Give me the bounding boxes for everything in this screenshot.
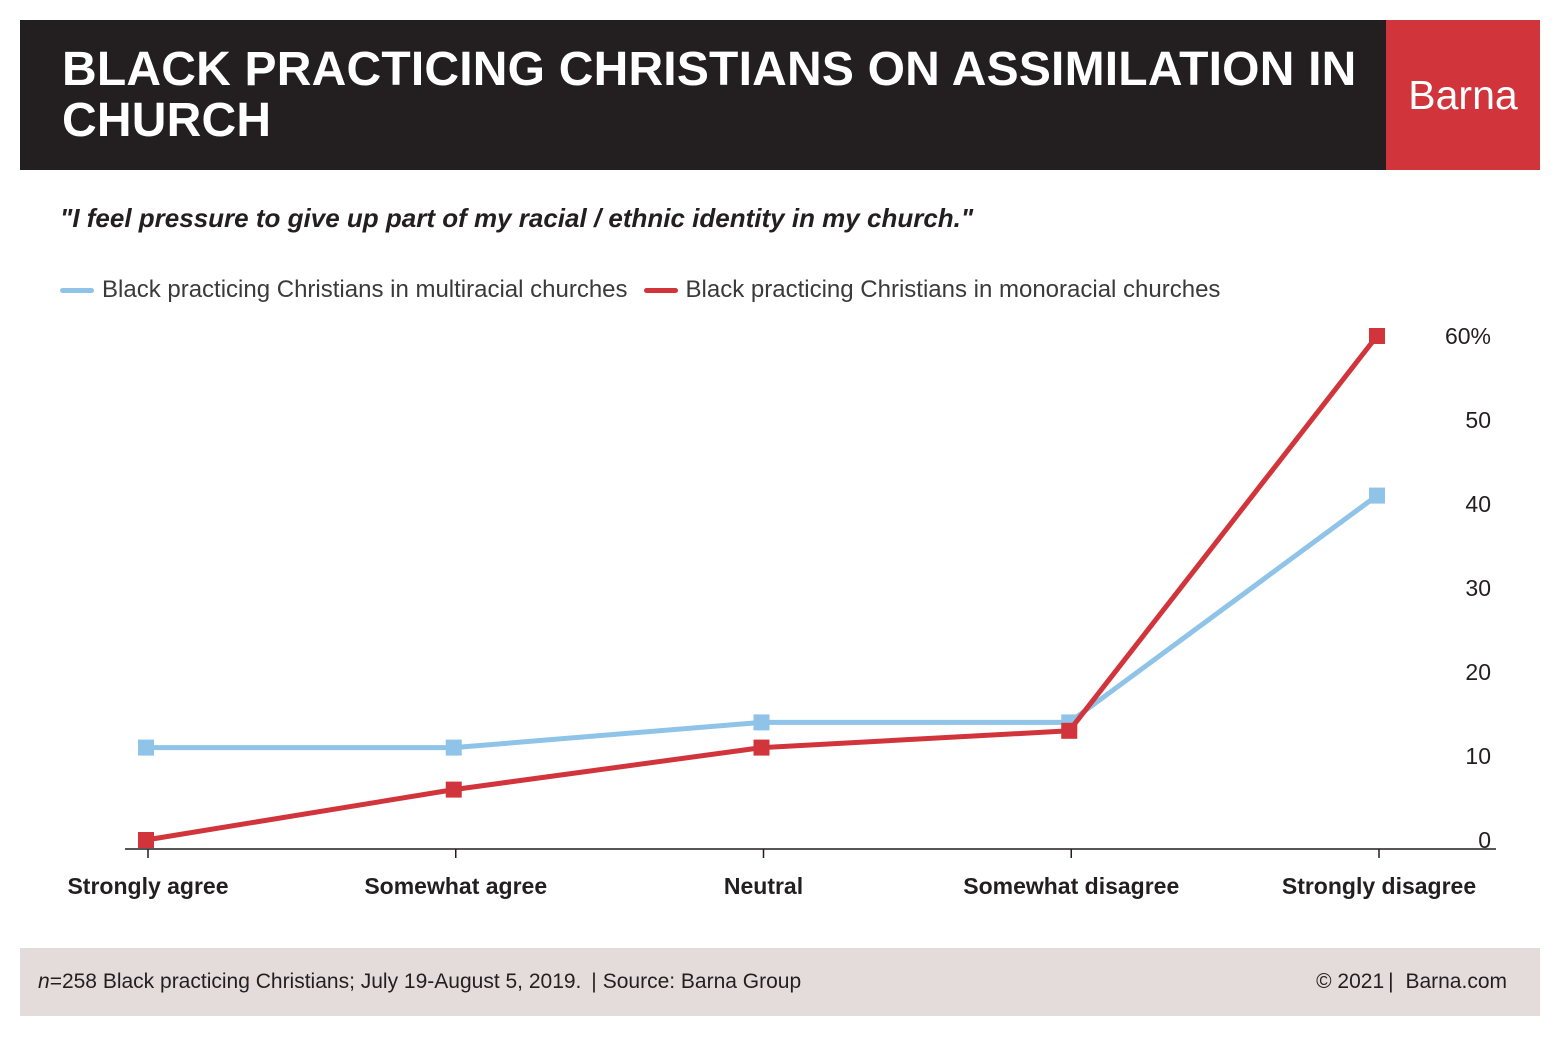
series-line-2 [143,333,1380,843]
legend-swatch-multiracial [60,287,94,293]
series-1-point [138,739,154,756]
series-1-point [1369,487,1385,504]
legend-label-monoracial: Black practicing Christians in monoracia… [685,276,1221,303]
x-tick-label: Neutral [724,873,803,899]
y-tick-label: 60% [1445,323,1491,349]
footer-sample-note: n=258 Black practicing Christians; July … [38,948,801,1016]
y-tick-label: 10 [1465,743,1491,769]
y-tick-label: 30 [1465,575,1491,601]
footer-divider: | [591,970,597,993]
y-tick-label: 20 [1465,659,1491,685]
footer-sample-text: =258 Black practicing Christians; July 1… [49,970,582,993]
x-tick-label: Somewhat disagree [963,873,1179,899]
x-tick-label: Somewhat agree [364,873,547,899]
y-tick-label: 0 [1478,827,1491,853]
x-tick-label: Strongly disagree [1282,873,1476,899]
series-2-point [1369,328,1385,344]
series-1-point [445,739,462,756]
y-tick-label: 50 [1465,407,1491,433]
x-tick-label: Strongly agree [67,873,228,899]
chart-title: BLACK PRACTICING CHRISTIANS ON ASSIMILAT… [62,43,1357,147]
footer-credit: © 2021 | Barna.com [1316,948,1507,1016]
series-2-point [1061,722,1078,739]
legend-item-monoracial: Black practicing Christians in monoracia… [643,276,1221,304]
legend-item-multiracial: Black practicing Christians in multiraci… [60,276,628,304]
y-tick-label: 40 [1465,491,1491,517]
footer-website: Barna.com [1405,970,1507,993]
title-bar: BLACK PRACTICING CHRISTIANS ON ASSIMILAT… [20,20,1386,170]
footer-copyright: © 2021 [1316,970,1385,993]
footer-source: Source: Barna Group [602,970,802,993]
series-2-point [138,832,154,848]
series-line-1 [143,493,1380,751]
series-1-point [753,714,770,731]
legend: Black practicing Christians in multiraci… [60,272,1236,308]
footer-n-label: n [38,970,50,993]
barna-logo: Barna [1408,71,1518,118]
legend-label-multiracial: Black practicing Christians in multiraci… [102,276,628,303]
footer: n=258 Black practicing Christians; July … [20,948,1540,1016]
footer-divider-2: | [1388,970,1394,993]
series-2-point [445,781,462,798]
series-2-point [753,739,770,756]
legend-swatch-monoracial [643,287,678,293]
logo-box: Barna [1386,20,1540,170]
chart-subtitle: "I feel pressure to give up part of my r… [60,203,974,233]
